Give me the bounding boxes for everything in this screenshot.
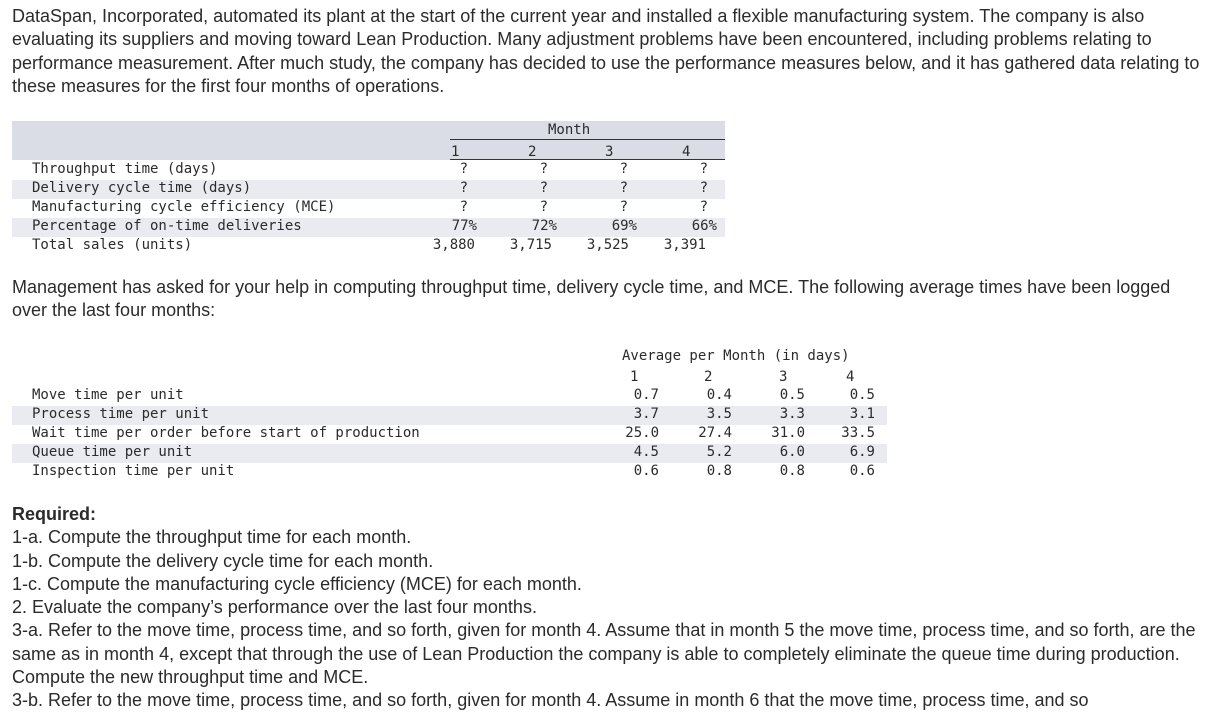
cell-value: ? [699, 161, 708, 177]
table-row: Queue time per unit 4.5 5.2 6.0 6.9 [12, 444, 887, 463]
row-label: Manufacturing cycle efficiency (MCE) [32, 199, 336, 215]
header-rule [450, 159, 725, 160]
row-label: Delivery cycle time (days) [32, 180, 252, 196]
cell-value: 3,525 [586, 237, 629, 253]
table-row: Inspection time per unit 0.6 0.8 0.8 0.6 [12, 463, 887, 482]
cell-value: 3.7 [633, 406, 659, 422]
cell-value: ? [699, 199, 708, 215]
cell-value: 0.8 [779, 463, 805, 479]
average-caption: Average per Month (in days) [622, 348, 850, 364]
cell-value: 66% [691, 218, 717, 234]
required-item: 2. Evaluate the company’s performance ov… [12, 597, 537, 618]
cell-value: 0.8 [706, 463, 732, 479]
table-row: Percentage of on-time deliveries 77% 72%… [12, 218, 725, 237]
cell-value: ? [539, 161, 548, 177]
cell-value: ? [619, 199, 628, 215]
cell-value: ? [619, 180, 628, 196]
cell-value: 69% [611, 218, 637, 234]
table-row: Process time per unit 3.7 3.5 3.3 3.1 [12, 406, 887, 425]
table-row: Manufacturing cycle efficiency (MCE) ? ?… [12, 199, 725, 218]
required-heading: Required: [12, 504, 97, 524]
cell-value: 6.0 [779, 444, 805, 460]
required-item: 3-b. Refer to the move time, process tim… [12, 690, 1089, 711]
row-label: Move time per unit [32, 387, 184, 403]
column-header: 4 [682, 144, 691, 160]
header-rule [450, 139, 725, 140]
row-label: Inspection time per unit [32, 463, 235, 479]
cell-value: ? [539, 199, 548, 215]
cell-value: 3,880 [432, 237, 475, 253]
cell-value: ? [619, 161, 628, 177]
required-item: 1-b. Compute the delivery cycle time for… [12, 550, 434, 571]
cell-value: 0.7 [633, 387, 659, 403]
cell-value: 4.5 [633, 444, 659, 460]
cell-value: 3,715 [509, 237, 552, 253]
cell-value: 5.2 [706, 444, 732, 460]
required-item: 1-c. Compute the manufacturing cycle eff… [12, 573, 582, 594]
column-header: 3 [605, 144, 614, 160]
row-label: Wait time per order before start of prod… [32, 425, 420, 441]
table-header-band [12, 121, 725, 160]
column-header: 3 [779, 369, 788, 385]
cell-value: 6.9 [849, 444, 875, 460]
cell-value: 0.6 [633, 463, 659, 479]
cell-value: 3.3 [779, 406, 805, 422]
cell-value: 31.0 [771, 425, 805, 441]
cell-value: 0.4 [706, 387, 732, 403]
cell-value: ? [459, 161, 468, 177]
cell-value: 3.5 [706, 406, 732, 422]
row-label: Process time per unit [32, 406, 210, 422]
column-header: 1 [630, 369, 639, 385]
intro-paragraph: DataSpan, Incorporated, automated its pl… [12, 6, 1200, 96]
cell-value: 77% [451, 218, 477, 234]
month-caption: Month [548, 122, 591, 138]
cell-value: ? [539, 180, 548, 196]
required-item: 1-a. Compute the throughput time for eac… [12, 527, 412, 548]
cell-value: ? [459, 199, 468, 215]
row-label: Throughput time (days) [32, 161, 218, 177]
cell-value: 0.6 [849, 463, 875, 479]
average-times-table: Average per Month (in days) 1 2 3 4 Move… [12, 347, 887, 485]
cell-value: 3.1 [849, 406, 875, 422]
column-header: 1 [451, 144, 460, 160]
cell-value: 0.5 [779, 387, 805, 403]
performance-measures-table: Month 1 2 3 4 Throughput time (days) ? ?… [12, 121, 725, 258]
cell-value: ? [699, 180, 708, 196]
cell-value: 72% [531, 218, 557, 234]
required-item: 3-a. Refer to the move time, process tim… [12, 620, 1196, 688]
table-row: Total sales (units) 3,880 3,715 3,525 3,… [12, 237, 725, 256]
column-header: 4 [846, 369, 855, 385]
row-label: Queue time per unit [32, 444, 193, 460]
cell-value: 0.5 [849, 387, 875, 403]
management-paragraph: Management has asked for your help in co… [12, 277, 1171, 321]
cell-value: 25.0 [625, 425, 659, 441]
required-section: Required: 1-a. Compute the throughput ti… [12, 503, 1202, 713]
column-header: 2 [704, 369, 713, 385]
table-row: Delivery cycle time (days) ? ? ? ? [12, 180, 725, 199]
table-row: Wait time per order before start of prod… [12, 425, 887, 444]
row-label: Total sales (units) [32, 237, 193, 253]
cell-value: ? [459, 180, 468, 196]
row-label: Percentage of on-time deliveries [32, 218, 302, 234]
table-row: Move time per unit 0.7 0.4 0.5 0.5 [12, 387, 887, 406]
column-header: 2 [528, 144, 537, 160]
cell-value: 27.4 [698, 425, 732, 441]
cell-value: 3,391 [663, 237, 706, 253]
cell-value: 33.5 [841, 425, 875, 441]
table-row: Throughput time (days) ? ? ? ? [12, 161, 725, 180]
